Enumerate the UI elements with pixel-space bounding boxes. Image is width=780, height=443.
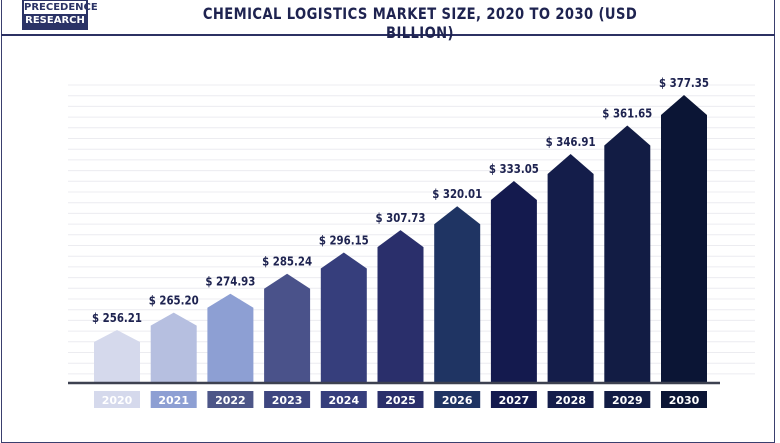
chart-title: CHEMICAL LOGISTICS MARKET SIZE, 2020 TO … [202,4,638,42]
bar-2023 [264,273,311,383]
data-label: $ 346.91 [546,135,596,149]
data-label: $ 265.20 [149,294,199,308]
bar-2027 [490,180,537,383]
data-label: $ 307.73 [376,211,426,225]
category-label: 2023 [272,394,303,407]
data-label: $ 256.21 [92,311,142,325]
category-label: 2026 [442,394,473,407]
bar-2029 [604,125,651,383]
bar-2026 [434,206,481,383]
category-label: 2021 [158,394,189,407]
logo: PRECEDENCE RESEARCH [22,0,98,30]
bar-2025 [377,230,424,383]
data-label: $ 377.35 [659,76,709,90]
data-label: $ 320.01 [432,187,482,201]
category-label-box [490,391,537,408]
logo-line1: PRECEDENCE [24,1,98,14]
category-label: 2028 [555,394,586,407]
bar-2020 [94,330,140,383]
category-label-box [264,391,311,408]
category-label-box [94,391,140,408]
category-label: 2024 [328,394,359,407]
category-label-box [377,391,424,408]
category-label: 2020 [102,394,133,407]
category-label-box [150,391,197,408]
category-label: 2030 [669,394,700,407]
header-divider [1,34,775,36]
bar-2022 [207,293,254,383]
category-label-box [207,391,254,408]
category-label-box [434,391,481,408]
bar-2024 [320,252,367,383]
category-label-box [320,391,367,408]
category-label: 2029 [612,394,643,407]
data-label: $ 361.65 [602,107,652,121]
category-label: 2027 [499,394,530,407]
data-label: $ 333.05 [489,162,539,176]
category-label: 2022 [215,394,246,407]
bar-2030 [661,95,707,383]
category-label-box [547,391,594,408]
logo-line2: RESEARCH [25,15,85,26]
category-label-box [661,391,707,408]
category-label: 2025 [385,394,416,407]
data-label: $ 274.93 [205,275,255,289]
category-label-box [604,391,651,408]
data-label: $ 296.15 [319,234,369,248]
bar-2028 [547,154,594,383]
bar-2021 [150,312,197,383]
data-label: $ 285.24 [262,255,312,269]
